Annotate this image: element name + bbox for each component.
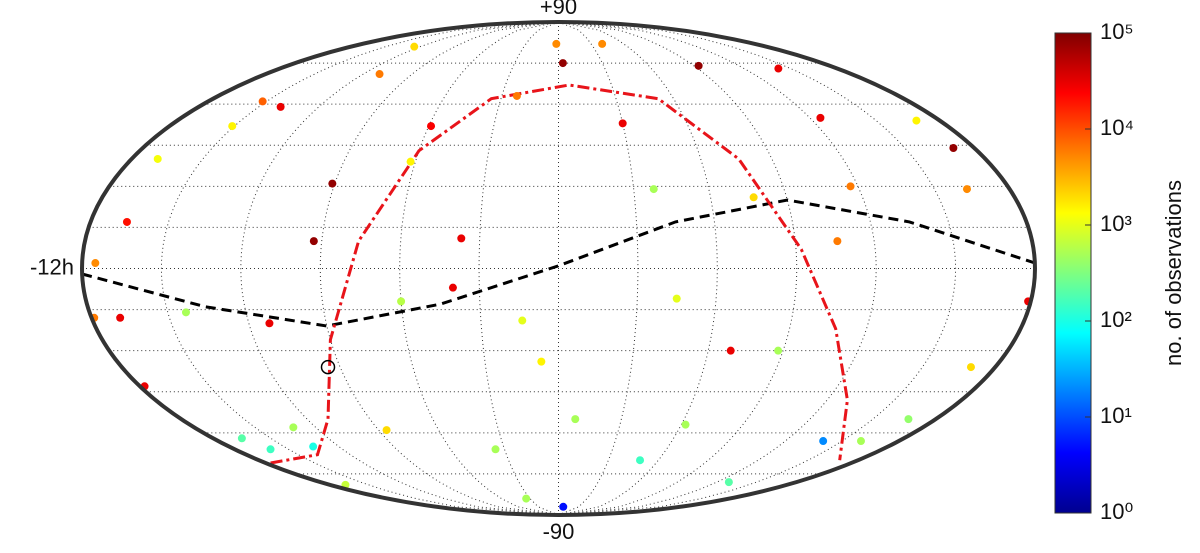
point xyxy=(397,297,406,306)
grid-line xyxy=(558,21,957,516)
point xyxy=(724,478,733,487)
point xyxy=(448,283,457,292)
colorbar xyxy=(1054,32,1092,514)
point xyxy=(122,217,131,226)
grid-line xyxy=(558,21,639,516)
point xyxy=(512,91,521,100)
point xyxy=(258,97,267,106)
point xyxy=(309,237,318,246)
point xyxy=(571,415,580,424)
point xyxy=(491,445,500,454)
marker xyxy=(320,359,336,375)
point xyxy=(537,357,546,366)
point xyxy=(552,39,561,48)
grid-line xyxy=(319,21,559,516)
point xyxy=(410,42,419,51)
point xyxy=(598,39,607,48)
point xyxy=(912,116,921,125)
grid-line xyxy=(399,21,559,516)
point xyxy=(309,442,318,451)
point xyxy=(228,122,237,131)
point xyxy=(749,193,758,202)
point xyxy=(672,294,681,303)
point xyxy=(774,346,783,355)
point xyxy=(457,234,466,243)
point xyxy=(522,494,531,503)
curve xyxy=(81,198,1036,328)
point xyxy=(846,182,855,191)
y-tick-label: +90 xyxy=(540,0,577,19)
point xyxy=(962,185,971,194)
point xyxy=(265,319,274,328)
point xyxy=(116,313,125,322)
point xyxy=(328,179,337,188)
point xyxy=(816,113,825,122)
point xyxy=(694,61,703,70)
point xyxy=(427,122,436,131)
point xyxy=(618,119,627,128)
point xyxy=(276,102,285,111)
grid-line xyxy=(558,21,877,516)
point xyxy=(181,308,190,317)
point xyxy=(289,423,298,432)
curve xyxy=(270,83,849,465)
point xyxy=(558,59,567,68)
colorbar-tick-label: 10⁰ xyxy=(1100,499,1133,524)
x-tick-label: -12h xyxy=(30,254,74,279)
point xyxy=(649,185,658,194)
point xyxy=(91,259,100,268)
point xyxy=(237,434,246,443)
grid-line xyxy=(478,21,559,516)
colorbar-tick-label: 10² xyxy=(1100,307,1132,332)
point xyxy=(774,64,783,73)
colorbar-tick-label: 10⁵ xyxy=(1100,19,1134,44)
grid-line xyxy=(240,21,559,516)
point xyxy=(856,437,865,446)
point xyxy=(559,502,568,511)
point xyxy=(382,426,391,435)
colorbar-tick-label: 10¹ xyxy=(1100,403,1132,428)
point xyxy=(681,420,690,429)
point xyxy=(266,445,275,454)
point xyxy=(375,70,384,79)
point xyxy=(636,456,645,465)
point xyxy=(153,154,162,163)
point xyxy=(406,157,415,166)
y-tick-label: -90 xyxy=(543,519,575,544)
grid-line xyxy=(558,21,798,516)
grid-line xyxy=(558,21,718,516)
map-border xyxy=(80,20,1037,517)
point xyxy=(819,437,828,446)
point xyxy=(726,346,735,355)
point xyxy=(966,363,975,372)
colorbar-label: no. of observations xyxy=(1161,180,1186,366)
point xyxy=(949,143,958,152)
colorbar-tick-label: 10⁴ xyxy=(1100,115,1134,140)
colorbar-tick-label: 10³ xyxy=(1100,211,1132,236)
point xyxy=(904,415,913,424)
point xyxy=(518,316,527,325)
point xyxy=(833,237,842,246)
